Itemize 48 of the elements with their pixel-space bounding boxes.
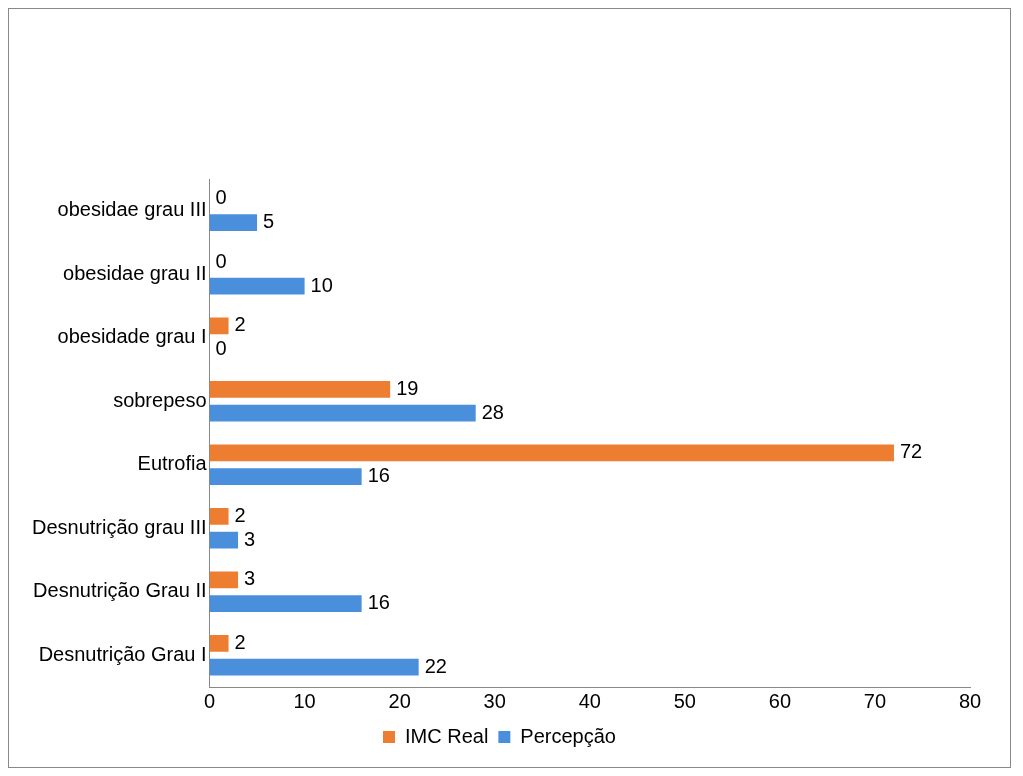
bar [209, 571, 239, 589]
data-label: 19 [396, 376, 419, 399]
legend-label: Percepção [520, 724, 616, 747]
x-tick-label: 80 [958, 689, 982, 712]
x-tick-label: 20 [388, 689, 411, 712]
bar [209, 468, 362, 485]
bar [209, 214, 258, 231]
bar [209, 508, 229, 525]
data-label: 28 [481, 400, 504, 423]
data-label: 16 [367, 464, 390, 487]
data-label: 3 [244, 527, 256, 550]
bar [209, 595, 362, 612]
bar [209, 658, 419, 676]
x-tick-label: 60 [768, 689, 792, 712]
x-tick-label: 10 [293, 689, 316, 712]
x-tick-label: 70 [863, 689, 887, 712]
data-label: 5 [263, 210, 275, 233]
data-label: 3 [244, 567, 256, 590]
data-label: 22 [424, 654, 447, 677]
y-tick-label: obesidae grau III [57, 198, 207, 221]
y-tick-label: Desnutrição Grau I [38, 642, 207, 665]
bar [209, 444, 894, 462]
bar [209, 317, 229, 335]
data-label: 0 [215, 249, 227, 272]
x-tick-label: 50 [673, 689, 696, 712]
y-tick-label: Eutrofia [137, 452, 208, 475]
y-tick-label: Desnutrição Grau II [33, 579, 207, 602]
y-tick-label: Desnutrição grau III [32, 515, 207, 538]
data-label: 0 [215, 337, 227, 360]
data-label: 72 [899, 440, 923, 463]
y-tick-label: obesidade grau I [57, 325, 207, 348]
data-label: 2 [234, 503, 246, 526]
data-label: 16 [367, 591, 390, 614]
bar [209, 277, 305, 295]
data-label: 2 [234, 630, 246, 653]
bar [209, 635, 229, 652]
bar [209, 404, 476, 422]
data-label: 2 [234, 313, 246, 336]
x-tick-label: 0 [203, 689, 216, 712]
legend-label: IMC Real [405, 724, 489, 747]
bar [209, 381, 391, 398]
data-label: 10 [310, 273, 333, 296]
x-tick-label: 30 [483, 689, 506, 712]
bar [209, 531, 239, 549]
data-label: 0 [215, 186, 227, 209]
x-tick-label: 40 [578, 689, 601, 712]
y-tick-label: sobrepeso [113, 388, 207, 411]
y-tick-label: obesidae grau II [63, 261, 207, 284]
